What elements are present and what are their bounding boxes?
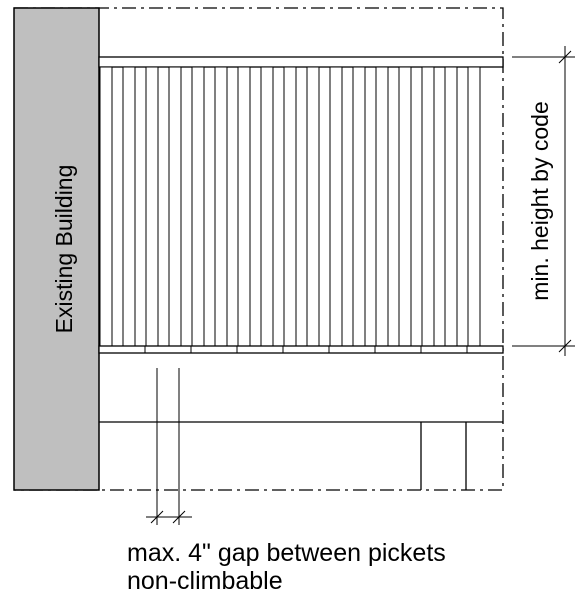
building-label: Existing Building [51, 165, 77, 334]
gap-tick-right [172, 510, 186, 524]
picket [306, 66, 320, 347]
picket [283, 66, 297, 347]
picket [398, 66, 412, 347]
climb-note: non-climbable [127, 567, 283, 595]
picket [444, 66, 458, 347]
picket [214, 66, 228, 347]
boundary-dashdot-line [14, 7, 504, 491]
picket [122, 66, 136, 347]
picket [237, 66, 251, 347]
picket [352, 66, 366, 347]
bottom-rail-ticks [144, 346, 468, 353]
picket [99, 66, 113, 347]
pickets [99, 66, 481, 347]
picket [329, 66, 343, 347]
gap-tick-left [150, 510, 164, 524]
bottom-rail [98, 345, 504, 354]
picket [191, 66, 205, 347]
picket [145, 66, 159, 347]
picket [421, 66, 435, 347]
picket [375, 66, 389, 347]
height-label: min. height by code [527, 101, 553, 300]
height-tick-bottom [558, 339, 572, 353]
top-rail [98, 56, 504, 68]
existing-building [13, 7, 100, 491]
picket [467, 66, 481, 347]
height-tick-top [558, 50, 572, 64]
picket [260, 66, 274, 347]
gap-note: max. 4" gap between pickets [127, 539, 446, 567]
picket [168, 66, 182, 347]
